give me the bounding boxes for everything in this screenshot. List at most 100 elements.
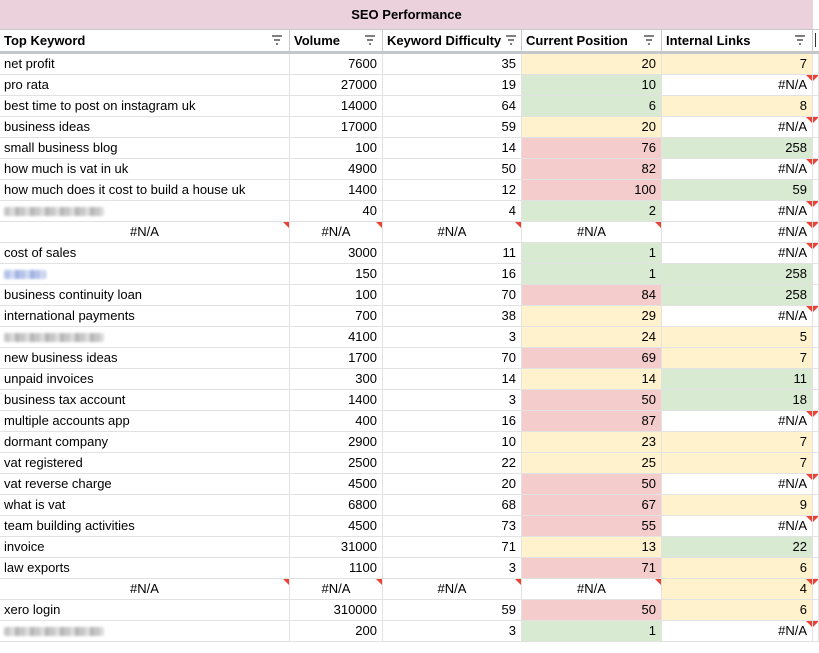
internal-links-cell[interactable]: 258 (662, 264, 813, 284)
position-cell[interactable]: 25 (522, 453, 662, 473)
comment-marker[interactable] (283, 222, 289, 228)
next-column-cell[interactable] (813, 201, 819, 221)
difficulty-cell[interactable]: 19 (383, 75, 522, 95)
next-column-cell[interactable] (813, 306, 819, 326)
next-column-cell[interactable] (813, 159, 819, 179)
position-cell[interactable]: 20 (522, 54, 662, 74)
internal-links-cell[interactable]: 22 (662, 537, 813, 557)
position-cell[interactable]: 1 (522, 621, 662, 641)
filter-icon[interactable] (364, 34, 376, 46)
position-cell[interactable]: 100 (522, 180, 662, 200)
internal-links-cell[interactable]: 7 (662, 453, 813, 473)
comment-marker[interactable] (515, 579, 521, 585)
comment-marker[interactable] (806, 621, 812, 627)
difficulty-cell[interactable]: 35 (383, 54, 522, 74)
internal-links-cell[interactable]: 7 (662, 348, 813, 368)
comment-marker[interactable] (813, 306, 818, 312)
keyword-cell[interactable]: how much is vat in uk (0, 159, 290, 179)
internal-links-cell[interactable]: 11 (662, 369, 813, 389)
volume-cell[interactable]: 31000 (290, 537, 383, 557)
next-column-cell[interactable] (813, 138, 819, 158)
difficulty-cell[interactable]: 38 (383, 306, 522, 326)
comment-marker[interactable] (813, 474, 818, 480)
next-column-cell[interactable] (813, 348, 819, 368)
position-cell[interactable]: 23 (522, 432, 662, 452)
keyword-cell[interactable]: new business ideas (0, 348, 290, 368)
comment-marker[interactable] (806, 306, 812, 312)
difficulty-cell[interactable]: 73 (383, 516, 522, 536)
next-column-cell[interactable] (813, 579, 819, 599)
difficulty-cell[interactable]: 10 (383, 432, 522, 452)
volume-cell[interactable]: 310000 (290, 600, 383, 620)
difficulty-cell[interactable]: 3 (383, 621, 522, 641)
internal-links-cell[interactable]: 7 (662, 432, 813, 452)
comment-marker[interactable] (376, 222, 382, 228)
next-column-cell[interactable] (813, 54, 819, 74)
keyword-cell[interactable]: pro rata (0, 75, 290, 95)
keyword-cell[interactable]: unpaid invoices (0, 369, 290, 389)
difficulty-cell[interactable]: 71 (383, 537, 522, 557)
comment-marker[interactable] (806, 243, 812, 249)
volume-cell[interactable]: #N/A (290, 222, 383, 242)
volume-cell[interactable]: 200 (290, 621, 383, 641)
volume-cell[interactable]: 6800 (290, 495, 383, 515)
internal-links-cell[interactable]: 258 (662, 285, 813, 305)
comment-marker[interactable] (813, 243, 818, 249)
next-column-cell[interactable] (813, 243, 819, 263)
keyword-cell[interactable]: dormant company (0, 432, 290, 452)
difficulty-cell[interactable]: 20 (383, 474, 522, 494)
volume-cell[interactable]: 17000 (290, 117, 383, 137)
header-current-position[interactable]: Current Position (522, 30, 662, 51)
comment-marker[interactable] (806, 474, 812, 480)
filter-icon[interactable] (643, 34, 655, 46)
difficulty-cell[interactable]: 14 (383, 369, 522, 389)
comment-marker[interactable] (515, 222, 521, 228)
internal-links-cell[interactable]: 18 (662, 390, 813, 410)
comment-marker[interactable] (806, 117, 812, 123)
position-cell[interactable]: 76 (522, 138, 662, 158)
difficulty-cell[interactable]: 68 (383, 495, 522, 515)
next-column-cell[interactable] (813, 327, 819, 347)
position-cell[interactable]: 1 (522, 264, 662, 284)
volume-cell[interactable]: 700 (290, 306, 383, 326)
internal-links-cell[interactable]: 6 (662, 558, 813, 578)
comment-marker[interactable] (813, 579, 818, 585)
internal-links-cell[interactable]: #N/A (662, 75, 813, 95)
position-cell[interactable]: 87 (522, 411, 662, 431)
keyword-cell[interactable]: #N/A (0, 579, 290, 599)
keyword-cell[interactable]: what is vat (0, 495, 290, 515)
position-cell[interactable]: 82 (522, 159, 662, 179)
next-column-cell[interactable] (813, 75, 819, 95)
next-column-cell[interactable] (813, 285, 819, 305)
difficulty-cell[interactable]: 11 (383, 243, 522, 263)
next-column-cell[interactable] (813, 264, 819, 284)
internal-links-cell[interactable]: 7 (662, 54, 813, 74)
keyword-cell[interactable]: vat reverse charge (0, 474, 290, 494)
internal-links-cell[interactable]: #N/A (662, 411, 813, 431)
volume-cell[interactable]: #N/A (290, 579, 383, 599)
internal-links-cell[interactable]: 5 (662, 327, 813, 347)
next-column-cell[interactable] (813, 411, 819, 431)
comment-marker[interactable] (813, 159, 818, 165)
keyword-cell[interactable]: team building activities (0, 516, 290, 536)
comment-marker[interactable] (806, 159, 812, 165)
keyword-cell[interactable]: net profit (0, 54, 290, 74)
header-keyword-difficulty[interactable]: Keyword Difficulty (383, 30, 522, 51)
position-cell[interactable]: 14 (522, 369, 662, 389)
volume-cell[interactable]: 1700 (290, 348, 383, 368)
internal-links-cell[interactable]: 59 (662, 180, 813, 200)
comment-marker[interactable] (813, 621, 818, 627)
volume-cell[interactable]: 150 (290, 264, 383, 284)
difficulty-cell[interactable]: 16 (383, 264, 522, 284)
internal-links-cell[interactable]: 8 (662, 96, 813, 116)
internal-links-cell[interactable]: #N/A (662, 516, 813, 536)
difficulty-cell[interactable]: 64 (383, 96, 522, 116)
next-column-cell[interactable] (813, 117, 819, 137)
next-column-cell[interactable] (813, 600, 819, 620)
position-cell[interactable]: 71 (522, 558, 662, 578)
difficulty-cell[interactable]: 59 (383, 600, 522, 620)
position-cell[interactable]: 55 (522, 516, 662, 536)
volume-cell[interactable]: 4500 (290, 474, 383, 494)
position-cell[interactable]: 50 (522, 600, 662, 620)
difficulty-cell[interactable]: #N/A (383, 579, 522, 599)
